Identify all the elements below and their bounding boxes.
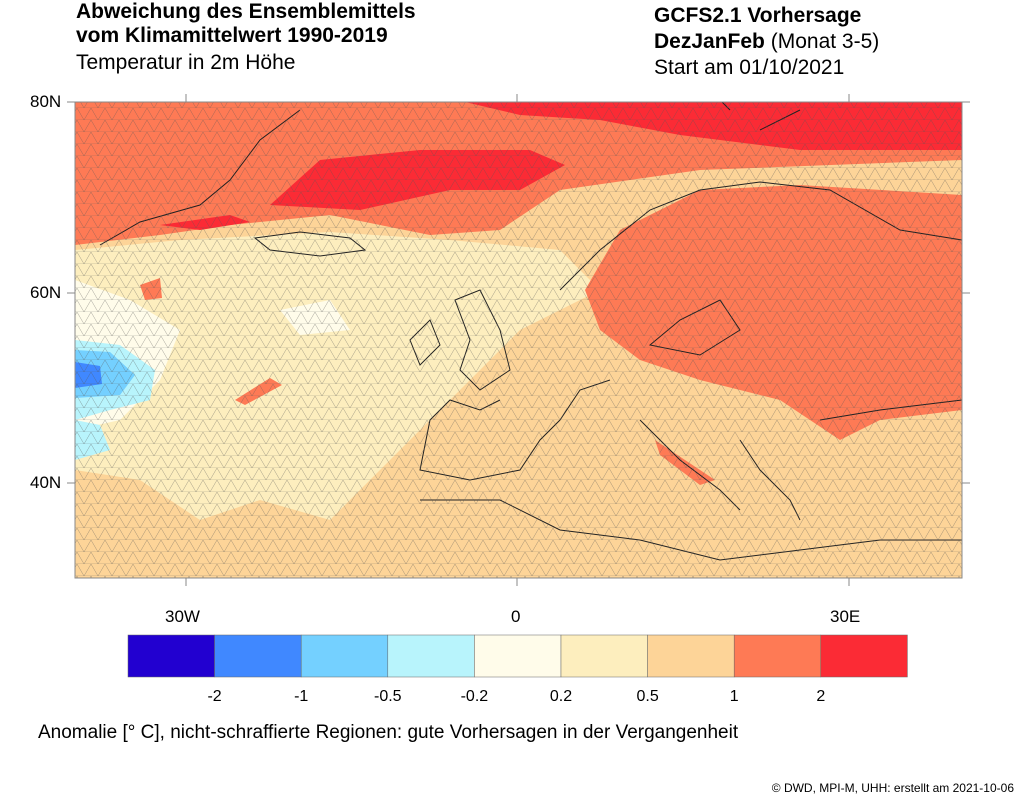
colorbar-swatch — [474, 634, 562, 678]
colorbar-label: 1 — [729, 688, 739, 705]
subtitle: Temperatur in 2m Höhe — [76, 51, 296, 74]
lat-label: 60N — [30, 283, 62, 302]
months: (Monat 3-5) — [770, 30, 880, 53]
colorbar-swatch — [560, 634, 648, 678]
start-date: Start am 01/10/2021 — [654, 56, 845, 79]
season: DezJanFeb — [654, 30, 765, 53]
lat-label: 40N — [30, 473, 62, 492]
colorbar-swatch — [647, 634, 735, 678]
ticks — [67, 94, 970, 586]
colorbar-swatch — [300, 634, 389, 678]
colorbar-label: 0.5 — [636, 688, 659, 705]
colorbar-label: 2 — [816, 688, 826, 705]
hatching — [75, 102, 962, 578]
lon-label: 30E — [830, 607, 861, 626]
colorbar-swatch — [733, 634, 822, 678]
colorbar-swatch — [387, 634, 475, 678]
colorbar-swatch — [214, 634, 302, 678]
forecast-info: GCFS2.1 Vorhersage DezJanFeb (Monat 3-5)… — [654, 3, 879, 81]
colorbar-swatch — [127, 634, 215, 678]
colorbar — [127, 634, 908, 678]
colorbar-label: -0.2 — [460, 688, 489, 705]
lat-label: 80N — [30, 92, 62, 111]
lon-label: 0 — [511, 607, 521, 626]
colorbar-swatch — [820, 634, 908, 678]
credit: © DWD, MPI-M, UHH: erstellt am 2021-10-0… — [771, 781, 1014, 795]
colorbar-label: -0.5 — [374, 688, 402, 705]
map-frame — [74, 101, 963, 579]
caption: Anomalie [° C], nicht-schraffierte Regio… — [38, 722, 739, 743]
title: Abweichung des Ensemblemittels vom Klima… — [76, 0, 416, 47]
model-title: GCFS2.1 Vorhersage — [654, 4, 862, 27]
colorbar-label: -2 — [207, 688, 222, 705]
colorbar-label: -1 — [294, 688, 309, 705]
lon-label: 30W — [165, 607, 200, 626]
colorbar-label: 0.2 — [549, 688, 573, 705]
